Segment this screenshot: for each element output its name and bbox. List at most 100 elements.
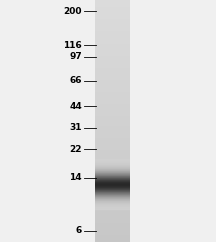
- Bar: [95, 22, 130, 24]
- Bar: [95, 2, 130, 5]
- Bar: [95, 36, 130, 39]
- Bar: [95, 194, 130, 195]
- Bar: [95, 39, 130, 41]
- Bar: [95, 184, 130, 186]
- Bar: [95, 190, 130, 191]
- Bar: [95, 162, 130, 165]
- Bar: [95, 121, 130, 123]
- Bar: [95, 159, 130, 160]
- Bar: [95, 213, 130, 215]
- Bar: [95, 116, 130, 119]
- Bar: [95, 123, 130, 126]
- Bar: [95, 92, 130, 94]
- Text: 22: 22: [70, 145, 82, 154]
- Bar: [95, 97, 130, 99]
- Bar: [95, 211, 130, 213]
- Bar: [95, 46, 130, 48]
- Bar: [95, 200, 130, 201]
- Bar: [95, 41, 130, 44]
- Bar: [95, 19, 130, 22]
- Bar: [95, 162, 130, 163]
- Bar: [95, 157, 130, 160]
- Bar: [95, 160, 130, 162]
- Bar: [95, 29, 130, 31]
- Bar: [95, 73, 130, 75]
- Bar: [95, 77, 130, 80]
- Bar: [95, 167, 130, 168]
- Bar: [95, 205, 130, 206]
- Bar: [95, 232, 130, 235]
- Bar: [95, 194, 130, 196]
- Bar: [95, 34, 130, 36]
- Bar: [95, 163, 130, 164]
- Bar: [95, 53, 130, 56]
- Bar: [95, 167, 130, 169]
- Bar: [95, 184, 130, 185]
- Bar: [95, 133, 130, 136]
- Text: 44: 44: [69, 102, 82, 111]
- Bar: [95, 164, 130, 165]
- Bar: [95, 235, 130, 237]
- Bar: [95, 181, 130, 182]
- Bar: [95, 230, 130, 232]
- Bar: [95, 174, 130, 175]
- Bar: [95, 126, 130, 128]
- Bar: [95, 48, 130, 51]
- Bar: [95, 99, 130, 102]
- Bar: [95, 191, 130, 192]
- Bar: [95, 143, 130, 145]
- Bar: [95, 204, 130, 205]
- Bar: [95, 131, 130, 133]
- Bar: [95, 68, 130, 70]
- Bar: [95, 5, 130, 7]
- Bar: [95, 166, 130, 167]
- Bar: [95, 215, 130, 218]
- Bar: [95, 27, 130, 29]
- Bar: [95, 60, 130, 63]
- Bar: [95, 197, 130, 198]
- Bar: [95, 58, 130, 60]
- Bar: [95, 240, 130, 242]
- Bar: [95, 106, 130, 109]
- Bar: [95, 170, 130, 171]
- Bar: [95, 104, 130, 106]
- Bar: [95, 10, 130, 12]
- Bar: [95, 208, 130, 209]
- Bar: [95, 206, 130, 207]
- Bar: [95, 82, 130, 85]
- Bar: [95, 188, 130, 189]
- Bar: [95, 136, 130, 138]
- Bar: [95, 203, 130, 206]
- Bar: [95, 199, 130, 200]
- Bar: [95, 172, 130, 174]
- Bar: [95, 237, 130, 240]
- Bar: [95, 109, 130, 111]
- Bar: [95, 173, 130, 174]
- Bar: [95, 44, 130, 46]
- Bar: [95, 180, 130, 181]
- Bar: [95, 174, 130, 177]
- Bar: [95, 178, 130, 179]
- Bar: [95, 114, 130, 116]
- Bar: [95, 186, 130, 187]
- Bar: [95, 198, 130, 199]
- Bar: [95, 196, 130, 197]
- Bar: [95, 169, 130, 172]
- Bar: [95, 203, 130, 204]
- Bar: [95, 128, 130, 131]
- Bar: [95, 165, 130, 167]
- Text: 116: 116: [63, 41, 82, 50]
- Bar: [95, 179, 130, 180]
- Bar: [95, 177, 130, 179]
- Text: 97: 97: [69, 52, 82, 61]
- Bar: [95, 189, 130, 190]
- Bar: [95, 152, 130, 155]
- Bar: [95, 111, 130, 114]
- Bar: [95, 63, 130, 65]
- Bar: [95, 193, 130, 194]
- Bar: [95, 201, 130, 202]
- Bar: [95, 169, 130, 170]
- Bar: [95, 176, 130, 177]
- Bar: [95, 70, 130, 73]
- Bar: [95, 186, 130, 189]
